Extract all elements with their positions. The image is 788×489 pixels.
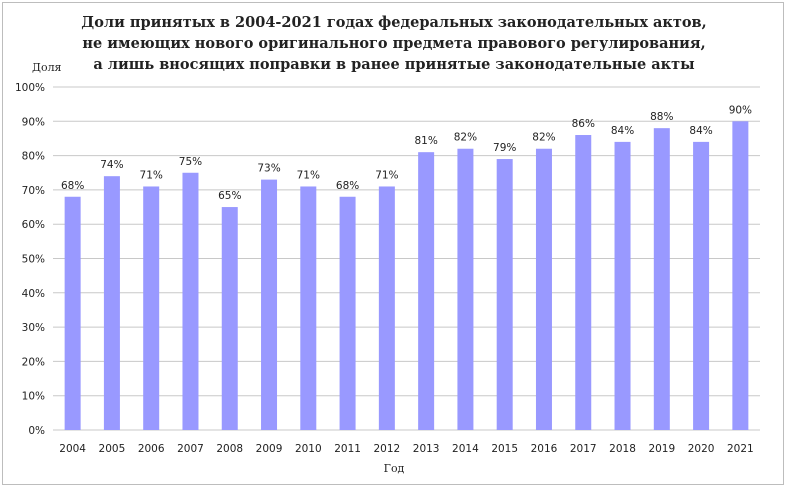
x-tick-label: 2012 xyxy=(373,443,400,455)
data-label: 84% xyxy=(689,125,712,137)
bar xyxy=(143,186,160,430)
data-label: 71% xyxy=(140,169,163,181)
x-tick-label: 2016 xyxy=(531,443,558,455)
y-tick-label: 70% xyxy=(22,185,45,197)
x-tick-label: 2019 xyxy=(648,443,675,455)
y-tick-label: 10% xyxy=(22,391,45,403)
chart-title-line-1: Доли принятых в 2004-2021 годах федераль… xyxy=(81,14,707,31)
x-tick-label: 2005 xyxy=(99,443,126,455)
bar xyxy=(221,207,238,430)
x-tick-label: 2006 xyxy=(138,443,165,455)
bar xyxy=(418,152,435,431)
x-tick-label: 2018 xyxy=(609,443,636,455)
data-label: 86% xyxy=(572,118,595,130)
data-label: 73% xyxy=(257,163,280,175)
data-label: 82% xyxy=(532,132,555,144)
x-tick-label: 2004 xyxy=(59,443,86,455)
bar xyxy=(261,179,278,430)
data-label: 71% xyxy=(297,169,320,181)
x-tick-label: 2020 xyxy=(688,443,715,455)
bar xyxy=(103,176,120,430)
bar xyxy=(182,172,199,430)
bar xyxy=(64,196,81,430)
y-tick-label: 100% xyxy=(15,82,45,94)
bar xyxy=(300,186,317,430)
x-tick-label: 2014 xyxy=(452,443,479,455)
bar xyxy=(614,141,631,430)
bar xyxy=(693,141,710,430)
data-label: 68% xyxy=(336,180,359,192)
y-tick-label: 40% xyxy=(22,288,45,300)
x-tick-label: 2009 xyxy=(256,443,283,455)
data-label: 82% xyxy=(454,132,477,144)
data-label: 79% xyxy=(493,142,516,154)
x-tick-label: 2010 xyxy=(295,443,322,455)
x-tick-label: 2015 xyxy=(491,443,518,455)
data-label: 81% xyxy=(414,135,437,147)
chart-title: Доли принятых в 2004-2021 годах федераль… xyxy=(0,12,788,75)
x-tick-label: 2013 xyxy=(413,443,440,455)
bar xyxy=(535,148,552,431)
y-tick-label: 30% xyxy=(22,322,45,334)
y-axis-label: Доля xyxy=(32,61,62,74)
bar xyxy=(575,135,592,430)
data-label: 75% xyxy=(179,156,202,168)
x-tick-label: 2008 xyxy=(216,443,243,455)
bar xyxy=(732,121,749,431)
data-label: 65% xyxy=(218,190,241,202)
y-tick-label: 80% xyxy=(22,151,45,163)
data-label: 84% xyxy=(611,125,634,137)
chart-title-line-3: а лишь вносящих поправки в ранее приняты… xyxy=(93,56,695,73)
data-label: 88% xyxy=(650,111,673,123)
data-label: 74% xyxy=(100,159,123,171)
bar xyxy=(496,159,513,430)
x-tick-label: 2017 xyxy=(570,443,597,455)
data-label: 71% xyxy=(375,169,398,181)
data-label: 90% xyxy=(729,104,752,116)
x-tick-label: 2011 xyxy=(334,443,361,455)
x-tick-label: 2007 xyxy=(177,443,204,455)
bar xyxy=(339,196,356,430)
y-tick-label: 0% xyxy=(28,425,45,437)
y-tick-label: 20% xyxy=(22,356,45,368)
bar xyxy=(653,128,670,430)
y-tick-label: 90% xyxy=(22,116,45,128)
y-tick-label: 60% xyxy=(22,219,45,231)
chart-title-line-2: не имеющих нового оригинального предмета… xyxy=(82,35,706,52)
bar xyxy=(378,186,395,430)
bar xyxy=(457,148,474,431)
data-label: 68% xyxy=(61,180,84,192)
x-tick-label: 2021 xyxy=(727,443,754,455)
y-tick-label: 50% xyxy=(22,254,45,266)
x-axis-label: Год xyxy=(383,462,405,475)
